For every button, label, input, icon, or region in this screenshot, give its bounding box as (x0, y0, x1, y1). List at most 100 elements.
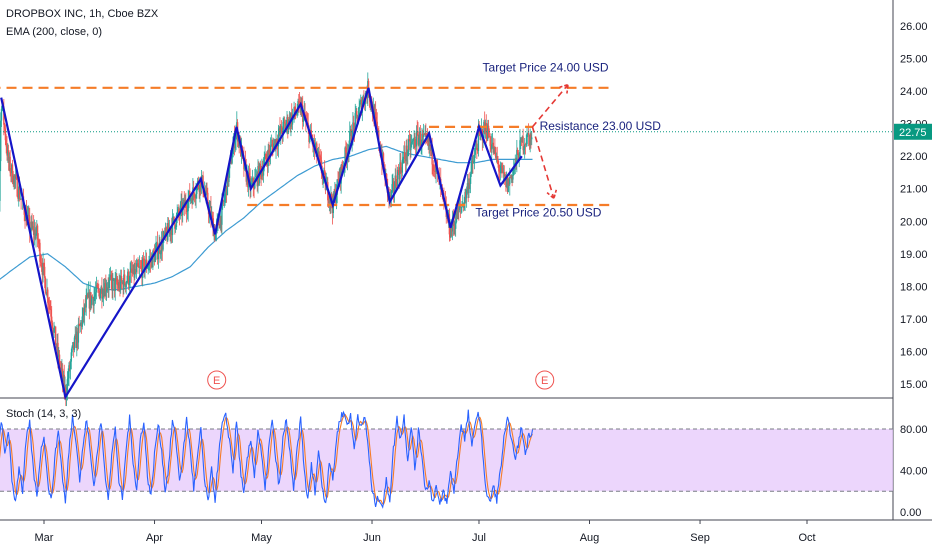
candle-body[interactable] (483, 121, 485, 138)
candle-body[interactable] (192, 187, 194, 205)
candle-body[interactable] (414, 146, 417, 148)
candle-body[interactable] (69, 361, 72, 370)
candle-body[interactable] (531, 137, 533, 140)
symbol-title[interactable]: DROPBOX INC, 1h, Cboe BZX (6, 8, 159, 20)
candle-body[interactable] (30, 221, 33, 231)
candle-body[interactable] (87, 292, 90, 298)
candle-body[interactable] (139, 266, 142, 268)
candle-body[interactable] (507, 178, 509, 193)
candle-body[interactable] (56, 342, 58, 348)
candle-body[interactable] (18, 186, 21, 199)
candle-body[interactable] (75, 334, 77, 348)
ema-indicator-label[interactable]: EMA (200, close, 0) (6, 26, 102, 38)
candle-body[interactable] (376, 121, 378, 130)
candle-body[interactable] (189, 198, 192, 201)
candle-body[interactable] (522, 136, 524, 151)
candle-body[interactable] (516, 149, 519, 154)
candle-body[interactable] (516, 149, 518, 163)
candle-body[interactable] (160, 253, 162, 255)
candle-body[interactable] (251, 178, 254, 184)
candle-body[interactable] (377, 129, 379, 131)
candle-body[interactable] (329, 199, 331, 204)
candle-body[interactable] (341, 165, 343, 170)
candle-body[interactable] (76, 331, 78, 348)
candle-body[interactable] (530, 134, 532, 140)
candle-body[interactable] (513, 169, 515, 172)
candle-body[interactable] (10, 164, 13, 174)
candle-body[interactable] (514, 158, 516, 165)
candle-body[interactable] (174, 222, 176, 229)
candle-body[interactable] (411, 141, 413, 144)
candle-body[interactable] (185, 207, 188, 212)
candle-body[interactable] (407, 151, 409, 157)
candle-body[interactable] (455, 210, 458, 223)
candle-body[interactable] (236, 122, 238, 130)
candle-body[interactable] (177, 208, 179, 213)
candle-body[interactable] (130, 268, 132, 272)
candle-body[interactable] (403, 152, 405, 159)
candle-body[interactable] (427, 137, 429, 142)
levels-layer[interactable] (0, 83, 893, 207)
candle-body[interactable] (511, 175, 513, 180)
candle-body[interactable] (131, 268, 133, 273)
candle-body[interactable] (328, 199, 331, 204)
candle-body[interactable] (521, 136, 524, 143)
candle-body[interactable] (119, 282, 121, 291)
candle-body[interactable] (5, 140, 7, 147)
candle-body[interactable] (396, 169, 399, 186)
candle-body[interactable] (96, 284, 98, 288)
candle-body[interactable] (527, 132, 530, 136)
candle-body[interactable] (294, 106, 296, 115)
candle-body[interactable] (214, 232, 217, 240)
candle-body[interactable] (296, 112, 298, 115)
candle-body[interactable] (295, 114, 298, 116)
candle-body[interactable] (520, 138, 523, 143)
candle-body[interactable] (248, 173, 251, 177)
candle-body[interactable] (85, 297, 87, 308)
candle-body[interactable] (411, 140, 414, 142)
candle-body[interactable] (66, 379, 69, 395)
candle-body[interactable] (138, 266, 140, 268)
candle-body[interactable] (400, 169, 403, 173)
candle-body[interactable] (230, 155, 233, 164)
candle-body[interactable] (356, 114, 359, 121)
candle-body[interactable] (46, 289, 48, 296)
candle-body[interactable] (187, 199, 189, 212)
candle-body[interactable] (170, 228, 172, 235)
candle-body[interactable] (214, 229, 216, 240)
candle-body[interactable] (78, 323, 80, 325)
candle-body[interactable] (223, 200, 225, 202)
candle-body[interactable] (140, 266, 142, 268)
candle-body[interactable] (141, 258, 144, 278)
candle-body[interactable] (271, 144, 273, 146)
zigzag-pattern-line[interactable] (0, 87, 523, 400)
candle-body[interactable] (337, 179, 339, 181)
candle-body[interactable] (352, 122, 354, 142)
candle-body[interactable] (128, 282, 131, 285)
candle-body[interactable] (172, 216, 174, 218)
candle-body[interactable] (117, 285, 120, 289)
candle-body[interactable] (180, 201, 182, 206)
candle-body[interactable] (123, 274, 125, 290)
candle-body[interactable] (48, 304, 51, 306)
candle-body[interactable] (33, 229, 36, 236)
candle-body[interactable] (108, 279, 110, 288)
candle-body[interactable] (178, 208, 180, 214)
candle-body[interactable] (224, 193, 226, 201)
candle-body[interactable] (526, 133, 528, 145)
candle-body[interactable] (362, 97, 364, 105)
candle-body[interactable] (20, 198, 22, 200)
candle-body[interactable] (395, 175, 397, 185)
candle-body[interactable] (331, 204, 334, 214)
candle-body[interactable] (31, 221, 33, 228)
candle-body[interactable] (470, 163, 473, 174)
candle-body[interactable] (356, 111, 358, 115)
candle-body[interactable] (283, 121, 286, 124)
candle-body[interactable] (205, 190, 207, 196)
candle-body[interactable] (88, 292, 91, 309)
candle-body[interactable] (317, 151, 320, 157)
candle-body[interactable] (145, 259, 148, 269)
candle-body[interactable] (134, 269, 137, 273)
candle-body[interactable] (495, 156, 498, 158)
candle-body[interactable] (434, 171, 436, 173)
